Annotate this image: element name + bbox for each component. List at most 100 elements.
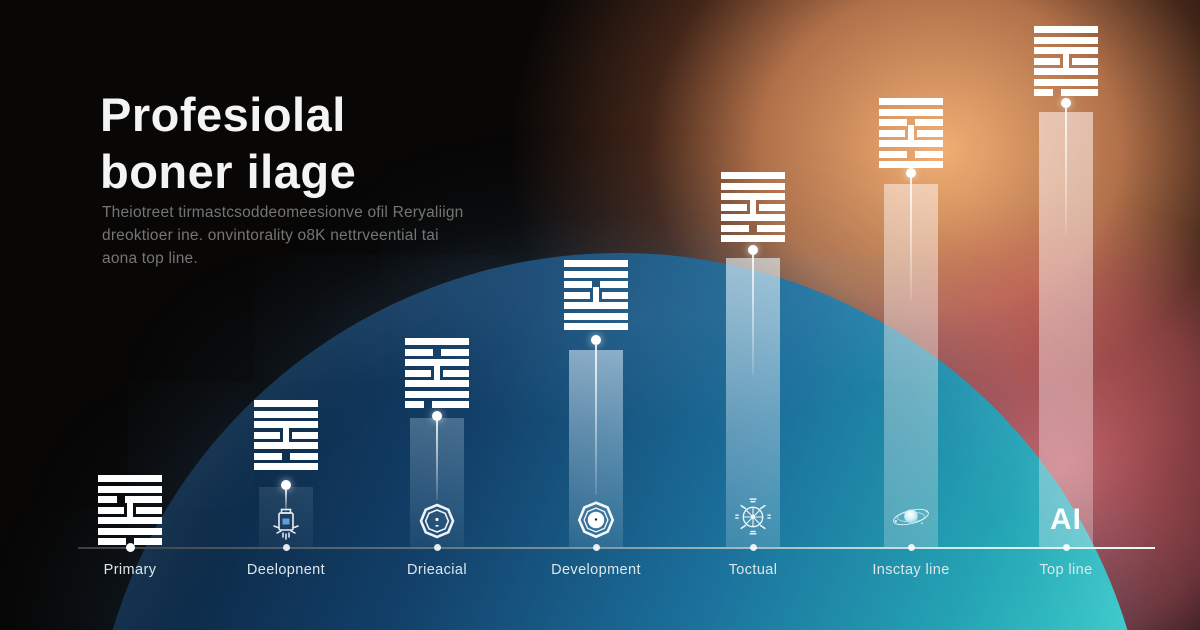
glyph-row <box>879 150 943 158</box>
glyph-row <box>405 338 469 345</box>
glyph-row <box>98 538 162 545</box>
glyph-row <box>564 270 628 278</box>
glyph-segment <box>564 270 628 278</box>
glyph-segment <box>564 260 628 267</box>
bar-top-dot <box>748 245 758 255</box>
glyph-row <box>405 390 469 398</box>
glyph-segment <box>1034 78 1098 86</box>
glyph-segment <box>879 129 905 137</box>
pointer-line <box>436 421 438 500</box>
pointer-line <box>595 345 597 495</box>
glyph-segment <box>405 390 469 398</box>
glyph-row <box>1034 26 1098 33</box>
ai-label-text: AI <box>1050 503 1082 536</box>
glyph-segment <box>292 431 318 439</box>
glyph-segment <box>721 224 750 232</box>
glyph-row <box>254 426 318 444</box>
glyph-segment <box>289 452 318 460</box>
bar-glyph-stack <box>721 172 785 246</box>
glyph-row <box>564 302 628 309</box>
glyph-segment <box>721 214 785 221</box>
glyph-row <box>405 380 469 387</box>
glyph-row <box>564 323 628 330</box>
glyph-segment <box>405 380 469 387</box>
column-label: Deelopnent <box>246 562 326 578</box>
column-label: Insctay line <box>872 562 950 578</box>
glyph-segment <box>1072 57 1098 65</box>
baseline-dot <box>125 542 135 552</box>
glyph-segment <box>907 124 915 142</box>
glyph-row <box>879 124 943 142</box>
glyph-segment <box>721 172 785 179</box>
glyph-row <box>1034 89 1098 96</box>
baseline-dot <box>592 543 600 551</box>
glyph-row <box>405 364 469 382</box>
subtitle-line: Theiotreet tirmastcsoddeomeesionve ofil … <box>102 204 464 221</box>
glyph-row <box>98 475 162 482</box>
glyph-segment <box>98 538 127 545</box>
glyph-row <box>564 260 628 267</box>
bar-glyph-stack <box>254 400 318 474</box>
glyph-segment <box>721 182 785 190</box>
glyph-row <box>721 198 785 216</box>
glyph-row <box>98 485 162 493</box>
bar-glyph-stack <box>405 338 469 412</box>
glyph-row <box>721 224 785 232</box>
glyph-row <box>1034 68 1098 75</box>
glyph-segment <box>564 323 628 330</box>
glyph-segment <box>564 302 628 309</box>
glyph-segment <box>405 401 425 408</box>
glyph-row <box>254 400 318 407</box>
glyph-segment <box>1034 26 1098 33</box>
glyph-segment <box>1034 36 1098 44</box>
glyph-segment <box>443 369 469 377</box>
glyph-segment <box>564 312 628 320</box>
glyph-row <box>879 98 943 105</box>
column-label: Toctual <box>728 562 778 578</box>
glyph-row <box>721 214 785 221</box>
bar-top-dot <box>1061 98 1071 108</box>
glyph-segment <box>759 203 785 211</box>
glyph-segment <box>254 400 318 407</box>
glyph-segment <box>721 203 747 211</box>
glyph-segment <box>914 119 943 126</box>
pointer-line <box>1065 108 1067 235</box>
glyph-segment <box>98 506 124 514</box>
wheel-icon <box>731 495 775 539</box>
baseline-dot <box>282 543 290 551</box>
column-label: Top line <box>1039 562 1093 578</box>
column-label: Development <box>551 562 641 578</box>
ai-label: AI <box>1044 498 1088 542</box>
glyph-segment <box>98 517 162 524</box>
glyph-segment <box>914 150 943 158</box>
subtitle-line: aona top line. <box>102 250 198 267</box>
glyph-segment <box>282 426 290 444</box>
glyph-segment <box>254 452 283 460</box>
bar-top-dot <box>432 411 442 421</box>
glyph-segment <box>1034 89 1054 96</box>
bar-glyph-stack <box>98 475 162 549</box>
glyph-segment <box>756 224 785 232</box>
glyph-segment <box>431 401 469 408</box>
chip-icon <box>264 501 308 545</box>
glyph-row <box>98 501 162 519</box>
glyph-segment <box>599 281 628 288</box>
glyph-row <box>564 286 628 304</box>
glyph-segment <box>564 291 590 299</box>
glyph-segment <box>254 410 318 418</box>
glyph-segment <box>917 129 943 137</box>
glyph-segment <box>1034 57 1060 65</box>
glyph-row <box>1034 36 1098 44</box>
subtitle-paragraph: Theiotreet tirmastcsoddeomeesionve ofil … <box>102 201 464 270</box>
glyph-segment <box>592 286 600 304</box>
column-label: Primary <box>103 562 157 578</box>
orbit-icon <box>889 495 933 539</box>
glyph-segment <box>126 501 134 519</box>
glyph-row <box>879 140 943 147</box>
subtitle-line: dreoktioer ine. onvintorality o8K nettrv… <box>102 227 439 244</box>
bar-glyph-stack <box>879 98 943 172</box>
pointer-line <box>752 255 754 375</box>
glyph-row <box>721 172 785 179</box>
glyph-segment <box>749 198 757 216</box>
